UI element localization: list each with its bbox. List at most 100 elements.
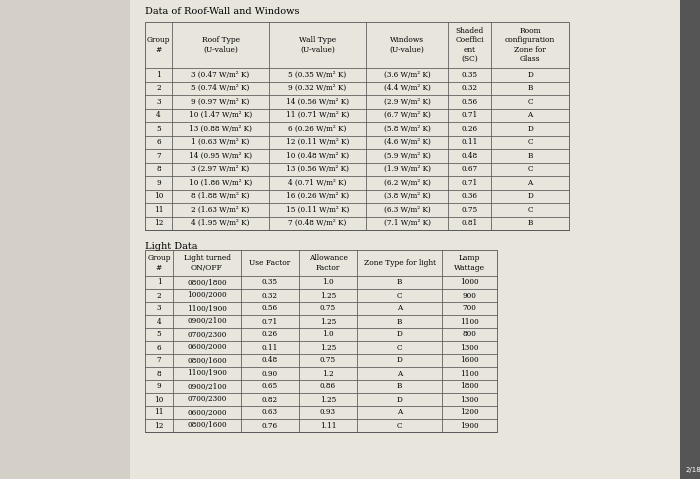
Text: B: B (397, 318, 402, 326)
Text: 1100/1900: 1100/1900 (187, 369, 227, 377)
Text: 2 (1.63 W/m² K): 2 (1.63 W/m² K) (191, 206, 250, 214)
Text: 9 (0.32 W/m² K): 9 (0.32 W/m² K) (288, 84, 346, 92)
Text: 1100: 1100 (460, 318, 479, 326)
Text: 1.11: 1.11 (320, 422, 336, 430)
Text: C: C (527, 165, 533, 173)
Text: 1800: 1800 (460, 383, 479, 390)
Text: 6: 6 (156, 138, 161, 146)
Text: 0.26: 0.26 (461, 125, 477, 133)
Text: 0700/2300: 0700/2300 (188, 331, 227, 339)
Text: 12: 12 (154, 219, 163, 227)
Text: 0.48: 0.48 (461, 152, 477, 160)
Text: 4: 4 (157, 318, 161, 326)
Text: 1.25: 1.25 (320, 343, 336, 352)
Text: Group
#: Group # (147, 254, 171, 272)
Text: D: D (397, 356, 402, 365)
Text: 12: 12 (154, 422, 164, 430)
Text: 8 (1.88 W/m² K): 8 (1.88 W/m² K) (191, 192, 250, 200)
Text: 900: 900 (463, 292, 477, 299)
Text: 1: 1 (157, 278, 162, 286)
Text: Wall Type
(U-value): Wall Type (U-value) (299, 36, 336, 54)
Text: 14 (0.56 W/m² K): 14 (0.56 W/m² K) (286, 98, 349, 106)
Text: 1300: 1300 (461, 396, 479, 403)
Text: 1: 1 (156, 71, 161, 79)
Text: 0900/2100: 0900/2100 (187, 383, 227, 390)
Text: 11 (0.71 W/m² K): 11 (0.71 W/m² K) (286, 111, 349, 119)
Text: A: A (397, 305, 402, 312)
Text: C: C (527, 206, 533, 214)
Text: 800: 800 (463, 331, 477, 339)
Text: 1.2: 1.2 (322, 369, 334, 377)
Text: 0.56: 0.56 (262, 305, 278, 312)
Text: (6.3 W/m² K): (6.3 W/m² K) (384, 206, 430, 214)
Text: 1200: 1200 (460, 409, 479, 417)
Text: 0.93: 0.93 (320, 409, 336, 417)
Text: Data of Roof-Wall and Windows: Data of Roof-Wall and Windows (145, 7, 300, 16)
Text: (1.9 W/m² K): (1.9 W/m² K) (384, 165, 430, 173)
Bar (145, 250, 497, 432)
Text: 0.65: 0.65 (262, 383, 278, 390)
Text: 1100/1900: 1100/1900 (187, 305, 227, 312)
Text: 0.35: 0.35 (461, 71, 477, 79)
Text: B: B (397, 278, 402, 286)
Text: 1.0: 1.0 (322, 331, 334, 339)
Text: Windows
(U-value): Windows (U-value) (390, 36, 424, 54)
Text: Lamp
Wattage: Lamp Wattage (454, 254, 485, 272)
Text: 3: 3 (157, 305, 161, 312)
Text: 0.32: 0.32 (461, 84, 477, 92)
Text: D: D (527, 192, 533, 200)
Text: D: D (397, 396, 402, 403)
Bar (680, 0, 700, 479)
Text: 1300: 1300 (461, 343, 479, 352)
Text: 9: 9 (157, 383, 161, 390)
Text: 7 (0.48 W/m² K): 7 (0.48 W/m² K) (288, 219, 346, 227)
Text: 10: 10 (154, 192, 163, 200)
Text: Group
#: Group # (147, 36, 170, 54)
Text: 3 (2.97 W/m² K): 3 (2.97 W/m² K) (191, 165, 250, 173)
Text: 0600/2000: 0600/2000 (188, 409, 227, 417)
Text: (5.9 W/m² K): (5.9 W/m² K) (384, 152, 430, 160)
Text: 1900: 1900 (460, 422, 479, 430)
Text: 0.11: 0.11 (262, 343, 278, 352)
Text: 10 (0.48 W/m² K): 10 (0.48 W/m² K) (286, 152, 349, 160)
Text: 6: 6 (157, 343, 161, 352)
Text: 5: 5 (156, 125, 161, 133)
Text: Room
configuration
Zone for
Glass: Room configuration Zone for Glass (505, 27, 555, 63)
Text: 11: 11 (154, 206, 163, 214)
Text: C: C (527, 98, 533, 106)
Text: 0600/2000: 0600/2000 (188, 343, 227, 352)
Text: 0.81: 0.81 (461, 219, 477, 227)
Text: (7.1 W/m² K): (7.1 W/m² K) (384, 219, 430, 227)
Text: 0800/1600: 0800/1600 (187, 356, 227, 365)
Text: B: B (527, 219, 533, 227)
Text: B: B (527, 152, 533, 160)
Text: 0.63: 0.63 (262, 409, 278, 417)
Text: 0.26: 0.26 (262, 331, 278, 339)
Text: 9: 9 (156, 179, 161, 187)
Text: 700: 700 (463, 305, 477, 312)
Text: A: A (397, 369, 402, 377)
Text: A: A (397, 409, 402, 417)
Text: (4.6 W/m² K): (4.6 W/m² K) (384, 138, 430, 146)
Text: 2: 2 (156, 84, 161, 92)
Text: Light Data: Light Data (145, 242, 197, 251)
Text: Zone Type for light: Zone Type for light (363, 259, 435, 267)
Text: 0.90: 0.90 (262, 369, 278, 377)
Text: 13 (0.88 W/m² K): 13 (0.88 W/m² K) (189, 125, 252, 133)
Text: 5 (0.74 W/m² K): 5 (0.74 W/m² K) (191, 84, 250, 92)
Text: 13 (0.56 W/m² K): 13 (0.56 W/m² K) (286, 165, 349, 173)
Text: 9 (0.97 W/m² K): 9 (0.97 W/m² K) (191, 98, 250, 106)
Text: 16 (0.26 W/m² K): 16 (0.26 W/m² K) (286, 192, 349, 200)
Text: 7: 7 (157, 356, 161, 365)
Text: 0.67: 0.67 (461, 165, 477, 173)
Text: 1 (0.63 W/m² K): 1 (0.63 W/m² K) (191, 138, 250, 146)
Text: 0.76: 0.76 (262, 422, 278, 430)
Text: 6 (0.26 W/m² K): 6 (0.26 W/m² K) (288, 125, 346, 133)
Text: 0.75: 0.75 (461, 206, 477, 214)
Text: Shaded
Coeffici
ent
(SC): Shaded Coeffici ent (SC) (455, 27, 484, 63)
Text: B: B (397, 383, 402, 390)
Text: (5.8 W/m² K): (5.8 W/m² K) (384, 125, 430, 133)
Text: 7: 7 (156, 152, 161, 160)
Text: C: C (397, 343, 402, 352)
Text: 4: 4 (156, 111, 161, 119)
